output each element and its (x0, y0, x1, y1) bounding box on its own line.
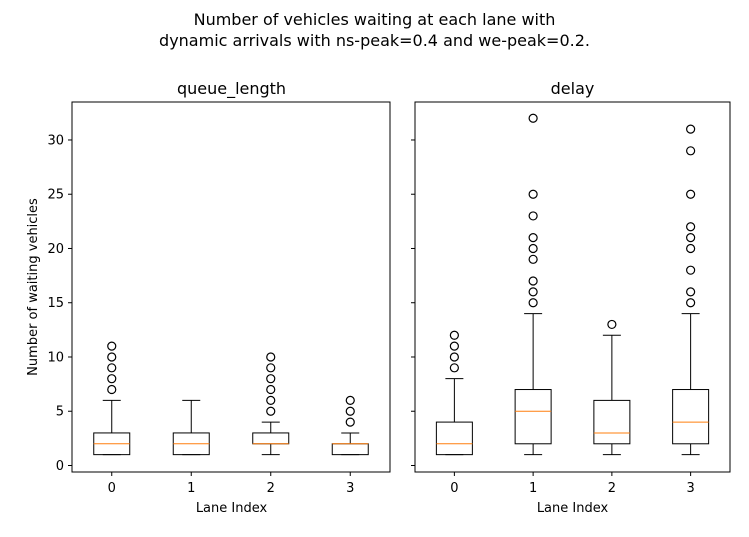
subplot-queue-length: queue_length Lane Index Number of waitin… (26, 79, 391, 516)
outlier-point (449, 363, 459, 373)
outlier-point (528, 189, 538, 199)
y-tick-label: 15 (47, 296, 64, 311)
box-lane-1 (172, 399, 210, 456)
outlier-point (686, 287, 696, 297)
outlier-point (266, 395, 276, 405)
outlier-point (449, 352, 459, 362)
outlier-point (528, 243, 538, 254)
iqr-box (514, 389, 552, 445)
iqr-box (593, 399, 631, 445)
outlier-point (607, 319, 617, 330)
x-tick-label: 1 (529, 481, 537, 496)
outlier-point (528, 233, 538, 243)
outlier-point (266, 363, 276, 373)
outlier-point (107, 374, 117, 384)
x-tick-label: 3 (686, 481, 694, 496)
outlier-point (528, 113, 538, 123)
x-tick-label: 0 (108, 481, 116, 496)
box-lane-0 (435, 330, 473, 456)
plot-area: 0 1 2 3 (411, 101, 731, 496)
outlier-point (107, 352, 117, 362)
outlier-point (449, 341, 459, 351)
x-tick-label: 0 (450, 481, 458, 496)
y-axis-label: Number of waiting vehicles (26, 198, 41, 376)
y-tick-label: 0 (56, 459, 64, 474)
outlier-point (345, 417, 355, 427)
outlier-point (686, 146, 696, 156)
subplot-delay: delay Lane Index 0 1 2 3 (411, 79, 731, 516)
outlier-point (528, 276, 538, 286)
outlier-point (345, 406, 355, 416)
x-axis-label: Lane Index (196, 501, 268, 516)
outlier-point (107, 384, 117, 395)
iqr-box (435, 421, 473, 456)
box-lane-1 (514, 113, 552, 456)
outlier-point (686, 189, 696, 199)
outlier-point (686, 243, 696, 254)
iqr-box (672, 389, 710, 445)
x-tick-label: 2 (608, 481, 616, 496)
outlier-point (528, 211, 538, 221)
x-tick-label: 2 (267, 481, 275, 496)
plot-area: 0 5 10 15 20 25 30 0 1 2 3 (47, 101, 391, 496)
y-tick-label: 20 (47, 242, 64, 257)
outlier-point (528, 298, 538, 308)
y-tick-label: 10 (47, 350, 64, 365)
box-lane-0 (93, 341, 131, 456)
outlier-point (528, 254, 538, 264)
outlier-point (686, 298, 696, 308)
axes-frame (71, 101, 391, 473)
x-axis-label: Lane Index (537, 501, 609, 516)
outlier-point (345, 395, 355, 405)
outlier-point (686, 124, 696, 134)
subplot-title: delay (551, 79, 595, 98)
outlier-point (686, 265, 696, 275)
outlier-point (266, 374, 276, 384)
y-tick-label: 25 (47, 188, 64, 203)
outlier-point (107, 363, 117, 373)
y-tick-label: 30 (47, 133, 64, 148)
axes-frame (414, 101, 731, 473)
outlier-point (528, 287, 538, 297)
outlier-point (686, 222, 696, 232)
outlier-point (449, 330, 459, 340)
suptitle-line-1: Number of vehicles waiting at each lane … (194, 10, 556, 29)
y-tick-label: 5 (56, 405, 64, 420)
outlier-point (266, 406, 276, 416)
box-lane-3 (672, 124, 710, 456)
box-lane-2 (593, 319, 631, 456)
outlier-point (107, 341, 117, 351)
suptitle-line-2: dynamic arrivals with ns-peak=0.4 and we… (159, 31, 590, 50)
outlier-point (686, 233, 696, 243)
x-tick-label: 1 (187, 481, 195, 496)
x-tick-label: 3 (346, 481, 354, 496)
outlier-point (266, 352, 276, 362)
outlier-point (266, 384, 276, 395)
box-lane-3 (331, 395, 369, 456)
box-lane-2 (252, 352, 290, 456)
subplot-title: queue_length (177, 79, 286, 99)
